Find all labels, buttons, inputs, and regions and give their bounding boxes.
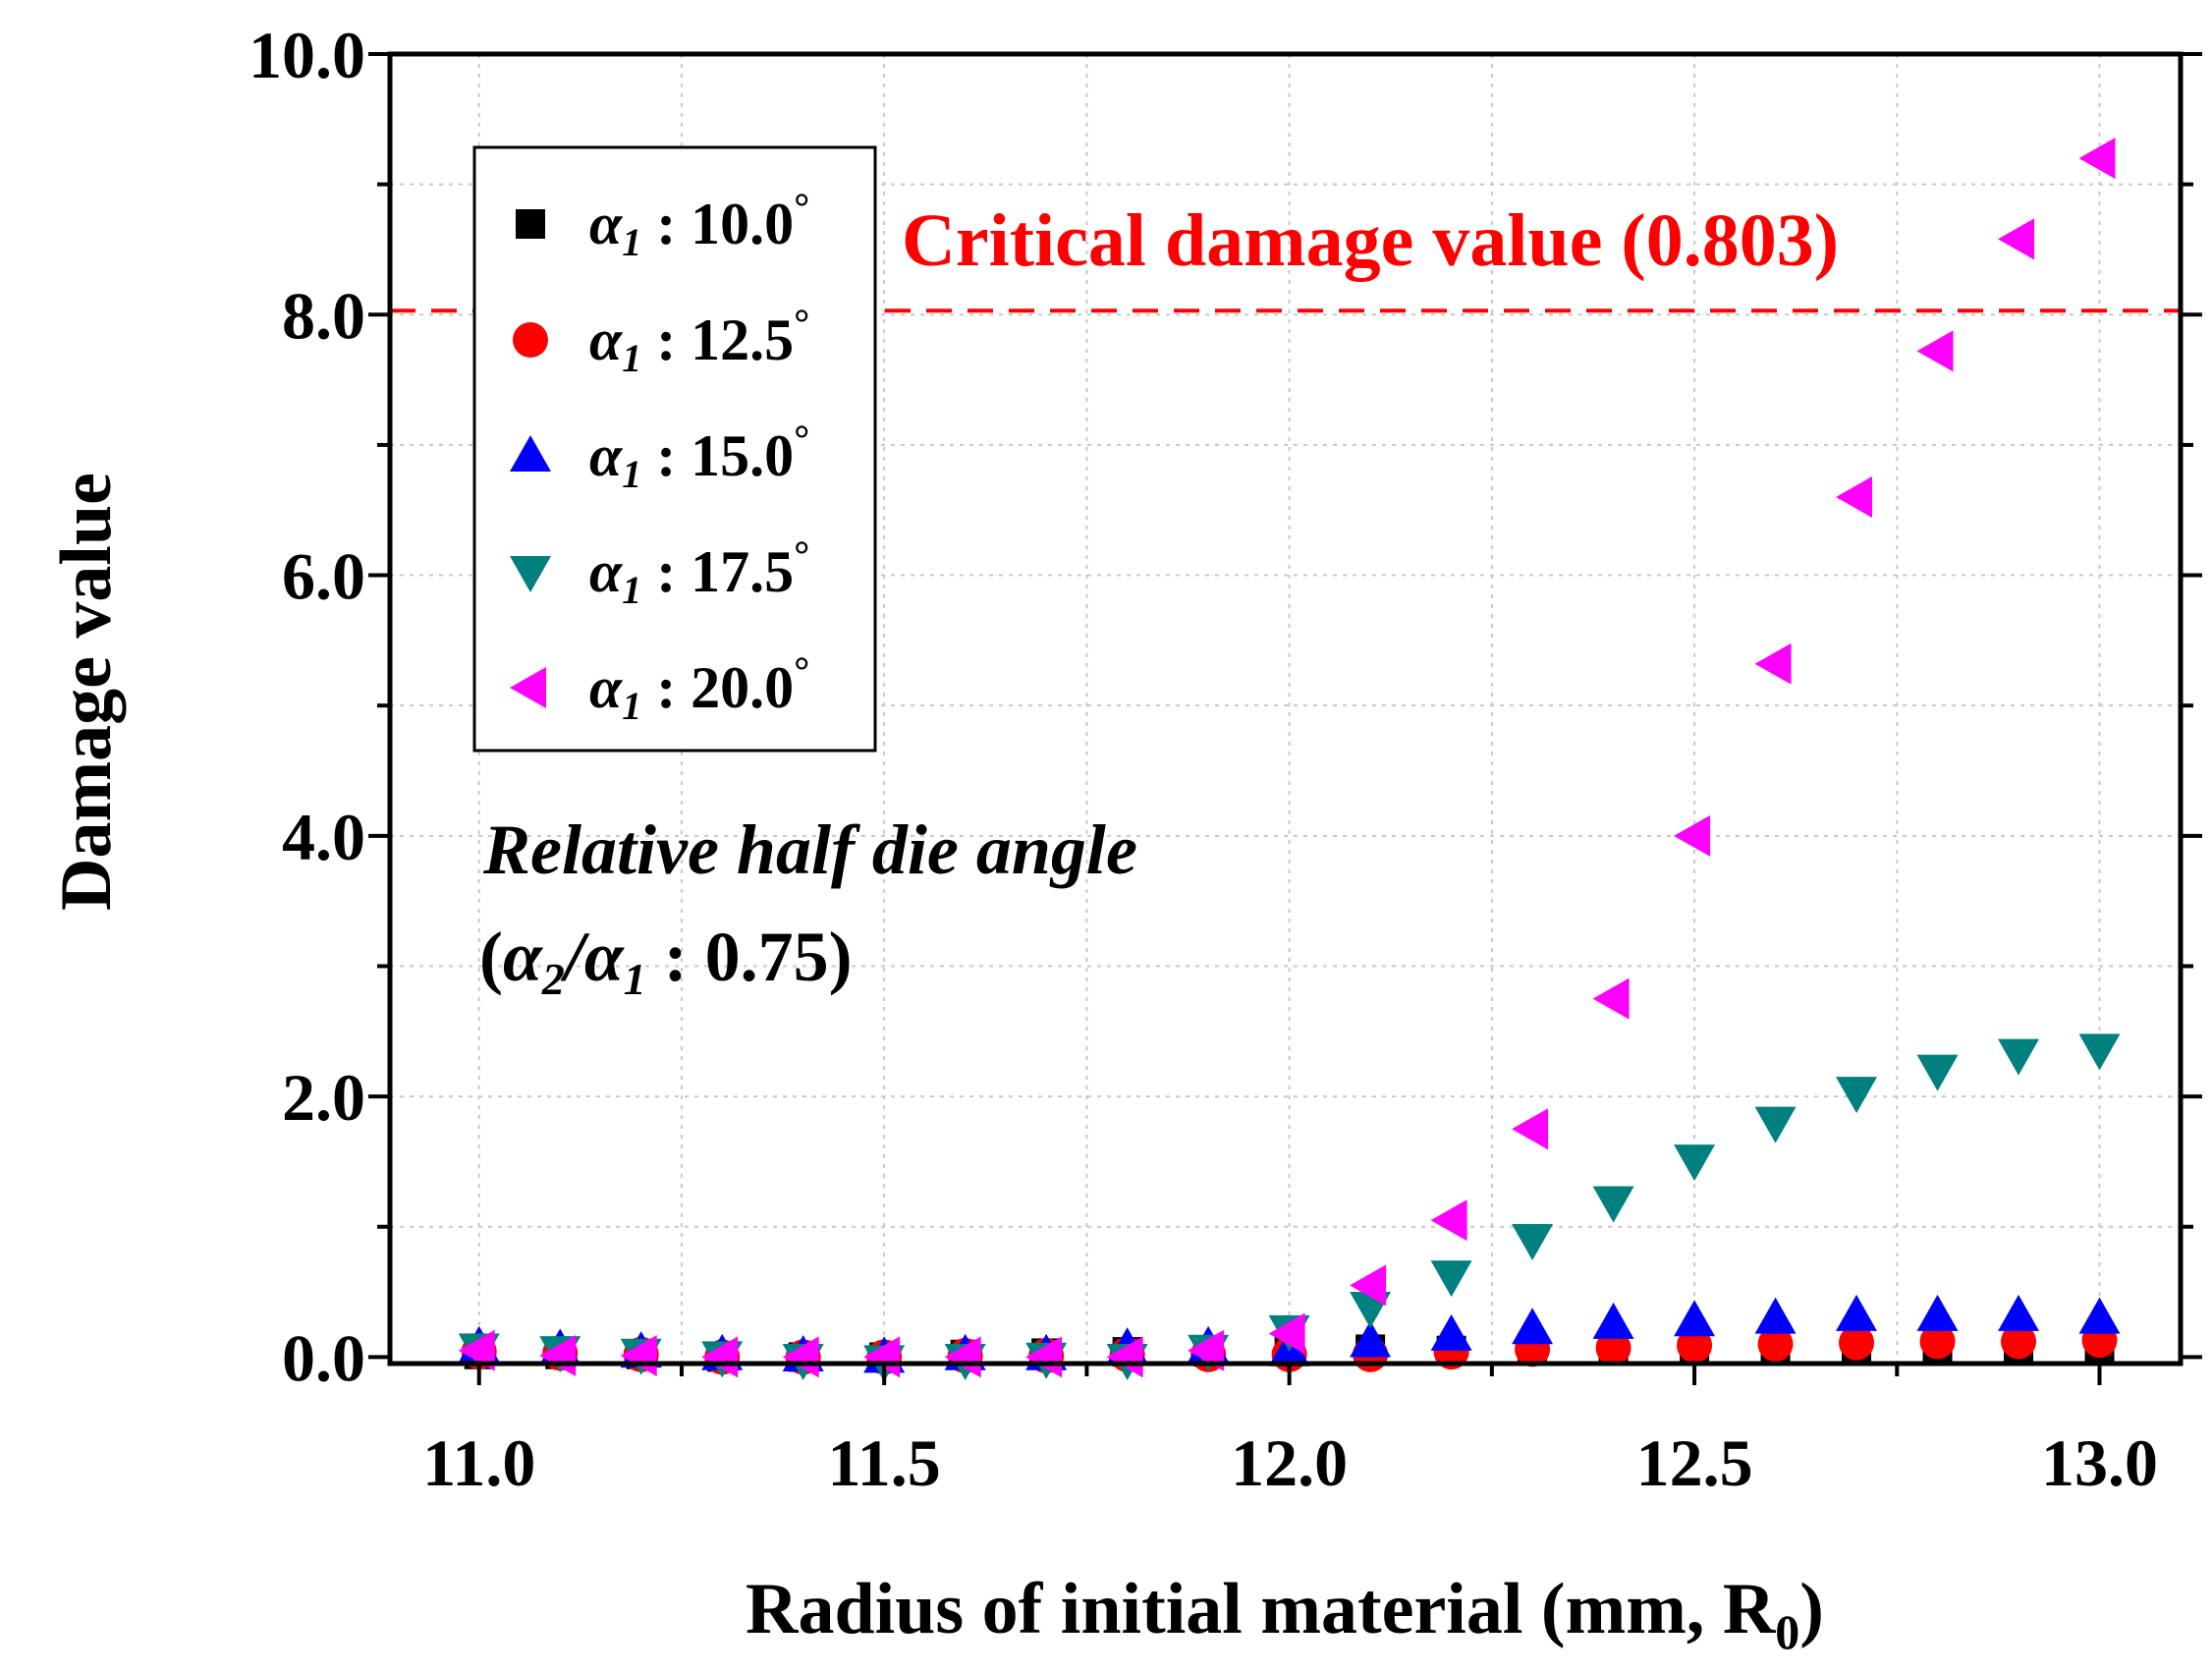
- data-point: [2078, 1033, 2121, 1071]
- annotation-line1: Relative half die angle: [482, 810, 1137, 889]
- data-point: [1592, 977, 1630, 1020]
- y-tick-label: 2.0: [282, 1060, 365, 1135]
- data-point: [1916, 1294, 1959, 1331]
- data-point: [1674, 814, 1711, 857]
- legend-label-0: α1 : 10.0°: [589, 185, 809, 264]
- data-point: [1268, 1312, 1305, 1355]
- data-point: [1430, 1200, 1467, 1242]
- data-point: [1188, 1329, 1225, 1371]
- data-point: [1839, 1324, 1875, 1361]
- series-4: [458, 138, 2116, 1378]
- data-point: [2078, 138, 2116, 180]
- x-tick-label: 12.0: [1231, 1425, 1348, 1500]
- data-point: [1998, 1294, 2040, 1331]
- data-point: [1595, 1330, 1631, 1367]
- data-point: [1674, 1300, 1716, 1337]
- legend-marker-0: [516, 209, 545, 239]
- y-tick-label: 0.0: [282, 1320, 365, 1395]
- data-point: [539, 1335, 577, 1377]
- data-point: [1836, 475, 1873, 518]
- legend-marker-4: [510, 667, 546, 708]
- plot-frame: [387, 51, 2184, 1367]
- ticks: 11.0 11.5 12.0 12.5 13.0 0.0 2.0 4.0 6.0 8.0 10.0: [249, 18, 2202, 1500]
- data-point: [1836, 1294, 1878, 1331]
- data-point: [1754, 1297, 1797, 1334]
- data-point: [1025, 1336, 1063, 1378]
- data-point: [1106, 1336, 1143, 1378]
- x-tick-label: 11.0: [422, 1425, 535, 1500]
- data-point: [782, 1336, 819, 1378]
- data-point: [2001, 1323, 2037, 1360]
- y-tick-label: 4.0: [282, 800, 365, 874]
- data-point: [1430, 1313, 1472, 1351]
- x-axis-label: Radius of initial material (mm, R0): [746, 1569, 1824, 1659]
- y-tick-label: 6.0: [282, 539, 365, 614]
- data-point: [863, 1336, 901, 1378]
- legend-marker-2: [510, 435, 551, 472]
- data-point: [1674, 1144, 1716, 1182]
- x-tick-label: 11.5: [828, 1425, 941, 1500]
- data-point: [1592, 1186, 1634, 1223]
- legend-label-4: α1 : 20.0°: [589, 648, 809, 728]
- data-point: [458, 1329, 495, 1371]
- data-point: [1512, 1223, 1554, 1260]
- x-tick-label: 12.5: [1636, 1425, 1753, 1500]
- data-point: [1754, 1106, 1797, 1144]
- data-point: [1512, 1308, 1554, 1345]
- data-point: [1916, 330, 1954, 372]
- data-point: [1916, 1054, 1959, 1091]
- legend-label-1: α1 : 12.5°: [589, 301, 809, 380]
- legend-label-3: α1 : 17.5°: [589, 532, 809, 612]
- legend: α1 : 10.0° α1 : 12.5° α1 : 15.0° α1 : 17.5°…: [472, 145, 877, 753]
- data-point: [2078, 1297, 2121, 1334]
- legend-box: [472, 145, 877, 753]
- data-point: [1998, 218, 2035, 260]
- axes: [387, 51, 2184, 1367]
- data-point: [1677, 1327, 1713, 1364]
- y-tick-label: 10.0: [249, 18, 365, 92]
- legend-marker-3: [510, 556, 551, 592]
- y-axis-label: Damage value: [46, 473, 127, 911]
- legend-marker-1: [513, 322, 548, 358]
- data-point: [1430, 1260, 1472, 1298]
- data-point: [1757, 1326, 1794, 1363]
- data-point: [944, 1336, 981, 1378]
- y-tick-label: 8.0: [282, 278, 365, 353]
- data-point: [1350, 1264, 1387, 1307]
- annotation-line2: (α2/α1 : 0.75): [479, 918, 853, 1004]
- legend-label-2: α1 : 15.0°: [589, 417, 809, 496]
- data-point: [1350, 1320, 1392, 1358]
- critical-damage-label: Critical damage value (0.803): [902, 199, 1839, 282]
- data-point: [1836, 1077, 1878, 1114]
- data-point: [1754, 642, 1792, 685]
- x-tick-label: 13.0: [2041, 1425, 2158, 1500]
- data-point: [701, 1336, 739, 1378]
- data-point: [1512, 1108, 1549, 1150]
- data-point: [1998, 1038, 2040, 1076]
- data-point: [1592, 1302, 1634, 1339]
- data-point: [1919, 1323, 1956, 1360]
- data-point: [620, 1335, 657, 1377]
